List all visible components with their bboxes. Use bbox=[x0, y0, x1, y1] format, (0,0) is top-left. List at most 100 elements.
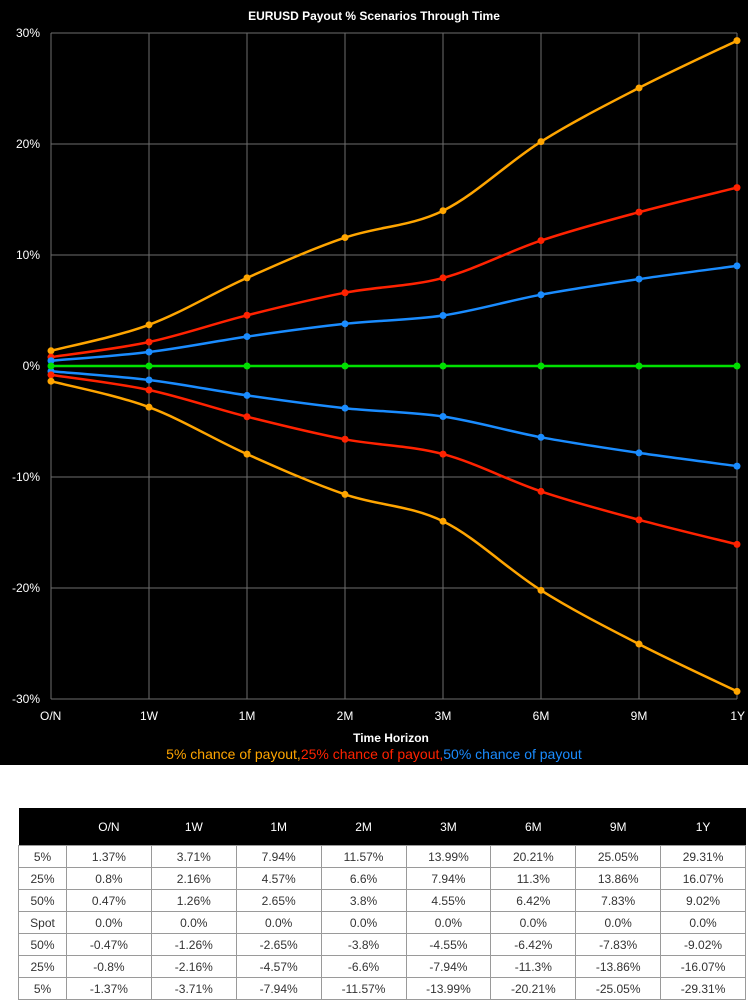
table-cell: -2.16% bbox=[150, 955, 237, 978]
data-point bbox=[733, 362, 741, 370]
table-row: 5% -1.37% -3.71% -7.94% -11.57% -13.99% -20.21… bbox=[18, 977, 746, 1000]
data-point bbox=[243, 450, 251, 458]
table-row: 50% -0.47% -1.26% -2.65% -3.8% -4.55% -6.42% -7… bbox=[18, 933, 746, 956]
chart-title: EURUSD Payout % Scenarios Through Time bbox=[248, 9, 500, 23]
data-point bbox=[243, 274, 251, 282]
table-header-cell: 1W bbox=[151, 808, 237, 846]
table-cell: 1.26% bbox=[150, 889, 237, 912]
chart-legend: 5% chance of payout,25% chance of payout… bbox=[0, 745, 748, 763]
data-point bbox=[341, 320, 349, 328]
table-cell: 29.31% bbox=[660, 845, 746, 868]
table-cell: -7.83% bbox=[575, 933, 662, 956]
data-point bbox=[733, 37, 741, 45]
data-point bbox=[439, 517, 447, 525]
table-cell: 7.94% bbox=[235, 845, 322, 868]
table-header-cell: 1Y bbox=[660, 808, 746, 846]
table-cell: -2.65% bbox=[235, 933, 322, 956]
data-point bbox=[47, 357, 55, 365]
table-cell: -11.3% bbox=[490, 955, 577, 978]
data-point bbox=[635, 84, 643, 92]
data-point bbox=[439, 362, 447, 370]
table-cell: 5% bbox=[18, 845, 67, 868]
table-cell: 0.0% bbox=[150, 911, 237, 934]
table-cell: 3.71% bbox=[150, 845, 237, 868]
x-tick-label: O/N bbox=[40, 709, 61, 723]
table-cell: 7.83% bbox=[575, 889, 662, 912]
table-header-row: O/N 1W 1M 2M 3M 6M 9M 1Y bbox=[18, 808, 746, 846]
table-cell: -4.55% bbox=[405, 933, 492, 956]
data-point bbox=[537, 487, 545, 495]
table-cell: -25.05% bbox=[575, 977, 662, 1000]
table-cell: 6.42% bbox=[490, 889, 577, 912]
data-point bbox=[145, 321, 153, 329]
table-row: 25% 0.8% 2.16% 4.57% 6.6% 7.94% 11.3% 13.86% 16.… bbox=[18, 867, 746, 890]
x-tick-label: 3M bbox=[435, 709, 452, 723]
table-cell: 0.8% bbox=[66, 867, 152, 890]
x-axis-label: Time Horizon bbox=[353, 731, 429, 745]
data-point bbox=[47, 362, 55, 370]
table-cell: 13.86% bbox=[575, 867, 662, 890]
table-cell: 25% bbox=[18, 955, 67, 978]
table-cell: 11.57% bbox=[320, 845, 407, 868]
data-point bbox=[537, 138, 545, 146]
data-point bbox=[635, 275, 643, 283]
data-point bbox=[733, 687, 741, 695]
table-body: 5% 1.37% 3.71% 7.94% 11.57% 13.99% 20.21% 25.05… bbox=[18, 845, 746, 1000]
table-cell: 13.99% bbox=[405, 845, 492, 868]
table-cell: 50% bbox=[18, 889, 67, 912]
data-point bbox=[733, 184, 741, 192]
data-point bbox=[635, 516, 643, 524]
table-cell: -11.57% bbox=[320, 977, 407, 1000]
data-point bbox=[341, 234, 349, 242]
table-cell: 7.94% bbox=[405, 867, 492, 890]
table-cell: 0.0% bbox=[575, 911, 662, 934]
data-point bbox=[537, 586, 545, 594]
data-point bbox=[439, 207, 447, 215]
y-tick-label: 30% bbox=[16, 26, 40, 40]
line-chart: EURUSD Payout % Scenarios Through Time 30… bbox=[12, 9, 745, 745]
table-cell: -3.8% bbox=[320, 933, 407, 956]
data-point bbox=[243, 362, 251, 370]
data-point bbox=[47, 377, 55, 385]
data-point bbox=[243, 333, 251, 341]
x-tick-label: 1W bbox=[140, 709, 159, 723]
series-line bbox=[50, 379, 738, 693]
data-point bbox=[537, 291, 545, 299]
data-point bbox=[537, 237, 545, 245]
table-header-cell: 3M bbox=[406, 808, 491, 846]
table-cell: -3.71% bbox=[150, 977, 237, 1000]
y-tick-label: -20% bbox=[12, 581, 40, 595]
data-point bbox=[439, 450, 447, 458]
series-line bbox=[50, 186, 738, 359]
legend-entry: 5% chance of payout, bbox=[166, 746, 301, 762]
table-cell: 1.37% bbox=[66, 845, 152, 868]
table-cell: 20.21% bbox=[490, 845, 577, 868]
table-cell: 0.0% bbox=[490, 911, 577, 934]
data-point bbox=[439, 413, 447, 421]
data-point bbox=[341, 362, 349, 370]
table-cell: 4.57% bbox=[235, 867, 322, 890]
table-cell: -13.99% bbox=[405, 977, 492, 1000]
legend-entry: 50% chance of payout bbox=[443, 746, 582, 762]
table-cell: 16.07% bbox=[660, 867, 746, 890]
data-point bbox=[341, 404, 349, 412]
data-point bbox=[635, 362, 643, 370]
table-cell: 0.0% bbox=[320, 911, 407, 934]
data-point bbox=[635, 640, 643, 648]
table-cell: 2.65% bbox=[235, 889, 322, 912]
table-row: Spot 0.0% 0.0% 0.0% 0.0% 0.0% 0.0% 0.0% 0.0% bbox=[18, 911, 746, 934]
data-point bbox=[439, 311, 447, 319]
y-tick-label: -30% bbox=[12, 692, 40, 706]
y-tick-label: -10% bbox=[12, 470, 40, 484]
table-cell: 0.0% bbox=[660, 911, 746, 934]
table-cell: -13.86% bbox=[575, 955, 662, 978]
data-point bbox=[145, 376, 153, 384]
table-header-cell: 9M bbox=[575, 808, 661, 846]
table-cell: 25% bbox=[18, 867, 67, 890]
data-point bbox=[47, 371, 55, 379]
table-header-cell: 2M bbox=[321, 808, 406, 846]
series-line bbox=[50, 264, 738, 363]
y-tick-label: 0% bbox=[23, 359, 41, 373]
table-cell: 2.16% bbox=[150, 867, 237, 890]
table-cell: 0.0% bbox=[235, 911, 322, 934]
